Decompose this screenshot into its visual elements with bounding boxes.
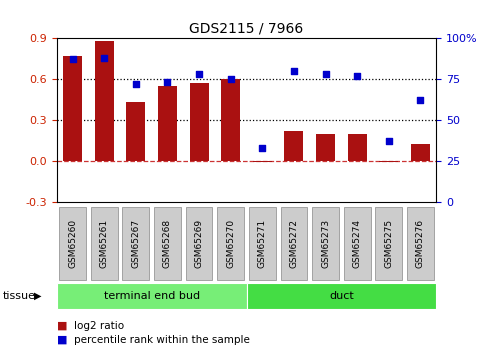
Point [195,71,203,77]
Bar [221,79,240,161]
Text: GSM65273: GSM65273 [321,219,330,268]
Point [353,73,361,78]
Point [290,68,298,73]
FancyBboxPatch shape [91,207,118,280]
Text: ■: ■ [57,321,67,331]
FancyBboxPatch shape [185,207,212,280]
Point [227,76,235,82]
Point [69,57,76,62]
FancyBboxPatch shape [154,207,181,280]
Text: GSM65276: GSM65276 [416,219,425,268]
FancyBboxPatch shape [122,207,149,280]
FancyBboxPatch shape [59,207,86,280]
Text: ▶: ▶ [34,291,41,301]
FancyBboxPatch shape [217,207,244,280]
FancyBboxPatch shape [344,207,371,280]
Bar [316,134,335,161]
Bar [411,145,430,161]
Bar [95,41,113,161]
Text: GSM65270: GSM65270 [226,219,235,268]
FancyBboxPatch shape [312,207,339,280]
Text: GSM65272: GSM65272 [289,219,298,268]
FancyBboxPatch shape [246,283,436,309]
Text: terminal end bud: terminal end bud [104,291,200,301]
Text: GSM65275: GSM65275 [385,219,393,268]
Point [164,79,172,85]
Text: GSM65267: GSM65267 [131,219,141,268]
FancyBboxPatch shape [249,207,276,280]
Bar [189,83,209,161]
Text: GSM65274: GSM65274 [352,219,362,268]
Point [417,97,424,103]
Point [100,55,108,60]
Text: GSM65271: GSM65271 [258,219,267,268]
Text: GSM65261: GSM65261 [100,219,108,268]
Bar [158,86,177,161]
Text: GSM65260: GSM65260 [68,219,77,268]
Text: tissue: tissue [2,291,35,301]
Text: percentile rank within the sample: percentile rank within the sample [74,335,250,345]
Title: GDS2115 / 7966: GDS2115 / 7966 [189,21,304,36]
Point [132,81,140,87]
Text: log2 ratio: log2 ratio [74,321,124,331]
Text: duct: duct [329,291,354,301]
Bar [284,131,304,161]
FancyBboxPatch shape [407,207,434,280]
Bar [253,161,272,162]
Point [258,145,266,150]
Bar [348,134,367,161]
FancyBboxPatch shape [281,207,308,280]
Text: ■: ■ [57,335,67,345]
Point [385,138,393,144]
FancyBboxPatch shape [375,207,402,280]
FancyBboxPatch shape [57,283,246,309]
Point [321,71,329,77]
Bar [63,56,82,161]
Text: GSM65269: GSM65269 [195,219,204,268]
Bar [380,161,398,162]
Text: GSM65268: GSM65268 [163,219,172,268]
Bar [126,102,145,161]
